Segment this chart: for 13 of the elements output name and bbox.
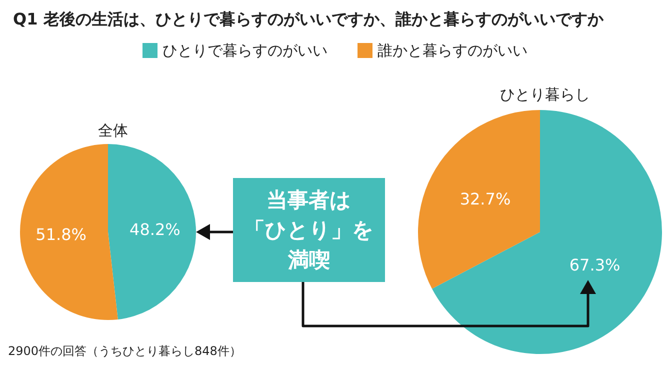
chart-title: Q1 老後の生活は、ひとりで暮らすのがいいですか、誰かと暮らすのがいいですか [13, 10, 604, 28]
text: 「ひとり」を [244, 218, 374, 242]
data-label: 67.3% [569, 256, 620, 275]
data-label: 32.7% [460, 189, 511, 208]
data-label: 51.8% [36, 225, 86, 244]
slice-label: 全体 [98, 122, 128, 140]
slice-label: ひとり暮らし [500, 86, 590, 104]
text: 当事者は [266, 188, 352, 212]
text: 2900件の回答（うちひとり暮らし848件） [8, 344, 242, 358]
legend-label: ひとりで暮らすのがいい [162, 42, 328, 60]
data-label: 48.2% [130, 220, 180, 239]
text: 満喫 [287, 248, 330, 272]
legend-label: 誰かと暮らすのがいい [378, 42, 528, 60]
